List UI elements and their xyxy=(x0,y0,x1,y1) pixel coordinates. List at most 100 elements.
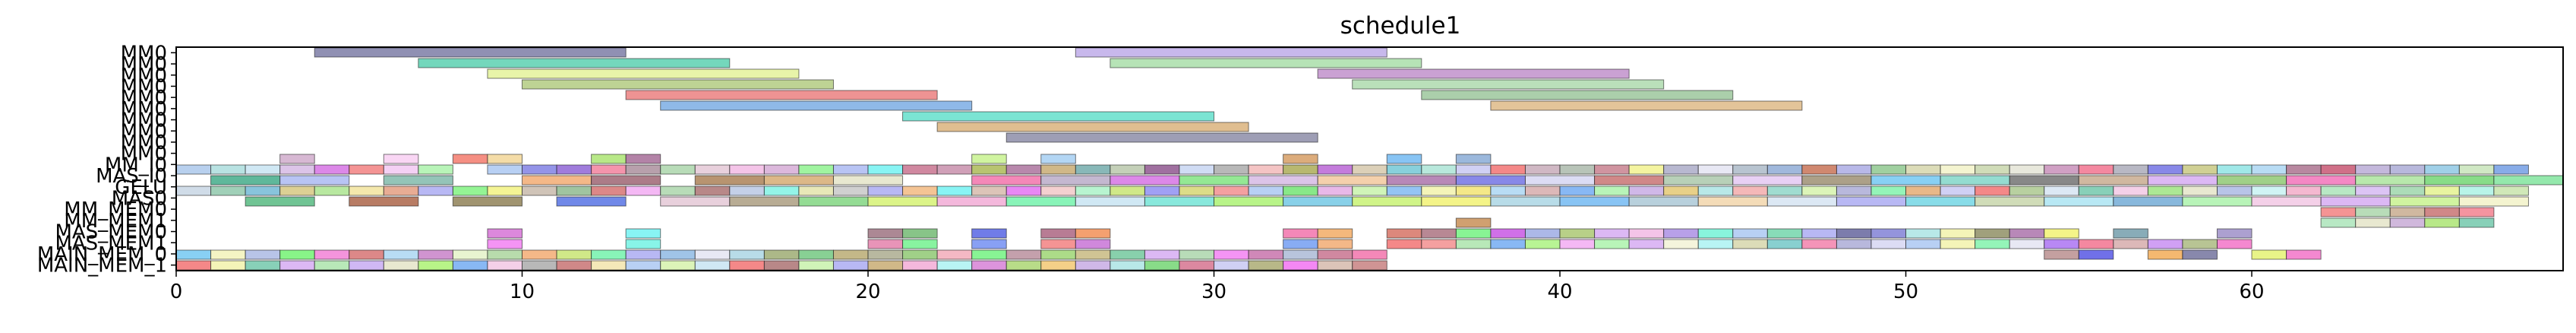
task-bar xyxy=(971,175,1042,186)
task-bar xyxy=(1836,196,1907,207)
task-bar xyxy=(1144,164,1180,175)
task-bar xyxy=(1317,68,1630,79)
task-bar xyxy=(1110,58,1422,68)
task-bar xyxy=(1732,164,1768,175)
task-bar xyxy=(1283,196,1353,207)
task-bar xyxy=(1283,249,1318,260)
task-bar xyxy=(1214,260,1249,271)
task-bar xyxy=(418,249,453,260)
task-bar xyxy=(1040,154,1076,164)
task-bar xyxy=(1628,239,1665,249)
task-bar xyxy=(2389,164,2426,175)
task-bar xyxy=(1110,175,1180,186)
task-bar xyxy=(1005,249,1042,260)
task-bar xyxy=(971,186,1007,196)
task-bar xyxy=(798,249,834,260)
task-bar xyxy=(1386,154,1422,164)
task-bar xyxy=(1628,164,1665,175)
task-bar xyxy=(1490,164,1526,175)
task-bar xyxy=(591,260,627,271)
task-bar xyxy=(2113,228,2148,239)
task-bar xyxy=(487,260,523,271)
task-bar xyxy=(1663,186,1699,196)
task-bar xyxy=(1075,228,1111,239)
y-tick-label: MAS_I0 xyxy=(96,165,167,188)
task-bar xyxy=(1905,186,1941,196)
task-bar xyxy=(1975,228,2010,239)
x-tick-label: 60 xyxy=(2239,281,2264,303)
task-bar xyxy=(591,154,627,164)
task-bar xyxy=(1352,260,1387,271)
task-bar xyxy=(314,249,350,260)
task-bar xyxy=(625,249,661,260)
task-bar xyxy=(1801,175,1872,186)
task-bar xyxy=(1455,186,1492,196)
task-bar xyxy=(2424,217,2460,228)
task-bar xyxy=(175,186,212,196)
task-bar xyxy=(175,164,212,175)
task-bar xyxy=(1594,186,1630,196)
task-bar xyxy=(452,186,488,196)
task-bar xyxy=(1455,217,1492,228)
task-bar xyxy=(1697,196,1768,207)
task-bar xyxy=(210,175,281,186)
task-bar xyxy=(1214,249,1249,260)
task-bar xyxy=(660,164,696,175)
task-bar xyxy=(2389,207,2426,217)
task-bar xyxy=(1040,164,1076,175)
y-tick-label: MM0 xyxy=(121,132,167,154)
task-bar xyxy=(1075,260,1111,271)
task-bar xyxy=(1110,249,1145,260)
task-bar xyxy=(1248,186,1284,196)
task-bar xyxy=(2216,228,2252,239)
task-bar xyxy=(2147,239,2183,249)
task-bar xyxy=(2320,207,2357,217)
task-bar xyxy=(2458,196,2529,207)
task-bar xyxy=(1975,196,2045,207)
task-bar xyxy=(1766,186,1803,196)
task-bar xyxy=(1283,164,1318,175)
task-bar xyxy=(729,249,765,260)
task-bar xyxy=(1317,175,1387,186)
task-bar xyxy=(418,58,731,68)
task-bar xyxy=(2044,164,2079,175)
task-bar xyxy=(2493,186,2529,196)
task-bar xyxy=(2044,196,2114,207)
task-bar xyxy=(2424,164,2460,175)
task-bar xyxy=(2009,164,2045,175)
y-tick-label: GELU xyxy=(115,176,167,199)
task-bar xyxy=(2182,239,2218,249)
task-bar xyxy=(418,164,453,175)
task-bar xyxy=(349,186,384,196)
task-bar xyxy=(1905,239,1941,249)
task-bar xyxy=(729,164,765,175)
task-bar xyxy=(1040,260,1076,271)
task-bar xyxy=(175,260,212,271)
task-bar xyxy=(1559,186,1596,196)
task-bar xyxy=(1801,228,1837,239)
task-bar xyxy=(2113,164,2148,175)
task-bar xyxy=(1975,186,2010,196)
task-bar xyxy=(1490,239,1526,249)
task-bar xyxy=(867,260,904,271)
task-bar xyxy=(2320,196,2391,207)
task-bar xyxy=(2113,196,2183,207)
y-tick-label: MAS_MEM1 xyxy=(55,232,167,255)
task-bar xyxy=(1663,164,1699,175)
task-bar xyxy=(522,186,557,196)
task-bar xyxy=(1386,239,1422,249)
task-bar xyxy=(936,196,1007,207)
task-bar xyxy=(2424,175,2495,186)
task-bar xyxy=(1352,186,1387,196)
task-bar xyxy=(1352,196,1422,207)
task-bar xyxy=(902,228,938,239)
task-bar xyxy=(2182,249,2218,260)
task-bar xyxy=(694,186,731,196)
task-bar xyxy=(279,186,315,196)
task-bar xyxy=(2458,207,2495,217)
task-bar xyxy=(1455,154,1492,164)
task-bar xyxy=(245,260,281,271)
task-bar xyxy=(383,175,453,186)
task-bar xyxy=(349,164,384,175)
task-bar xyxy=(245,249,281,260)
